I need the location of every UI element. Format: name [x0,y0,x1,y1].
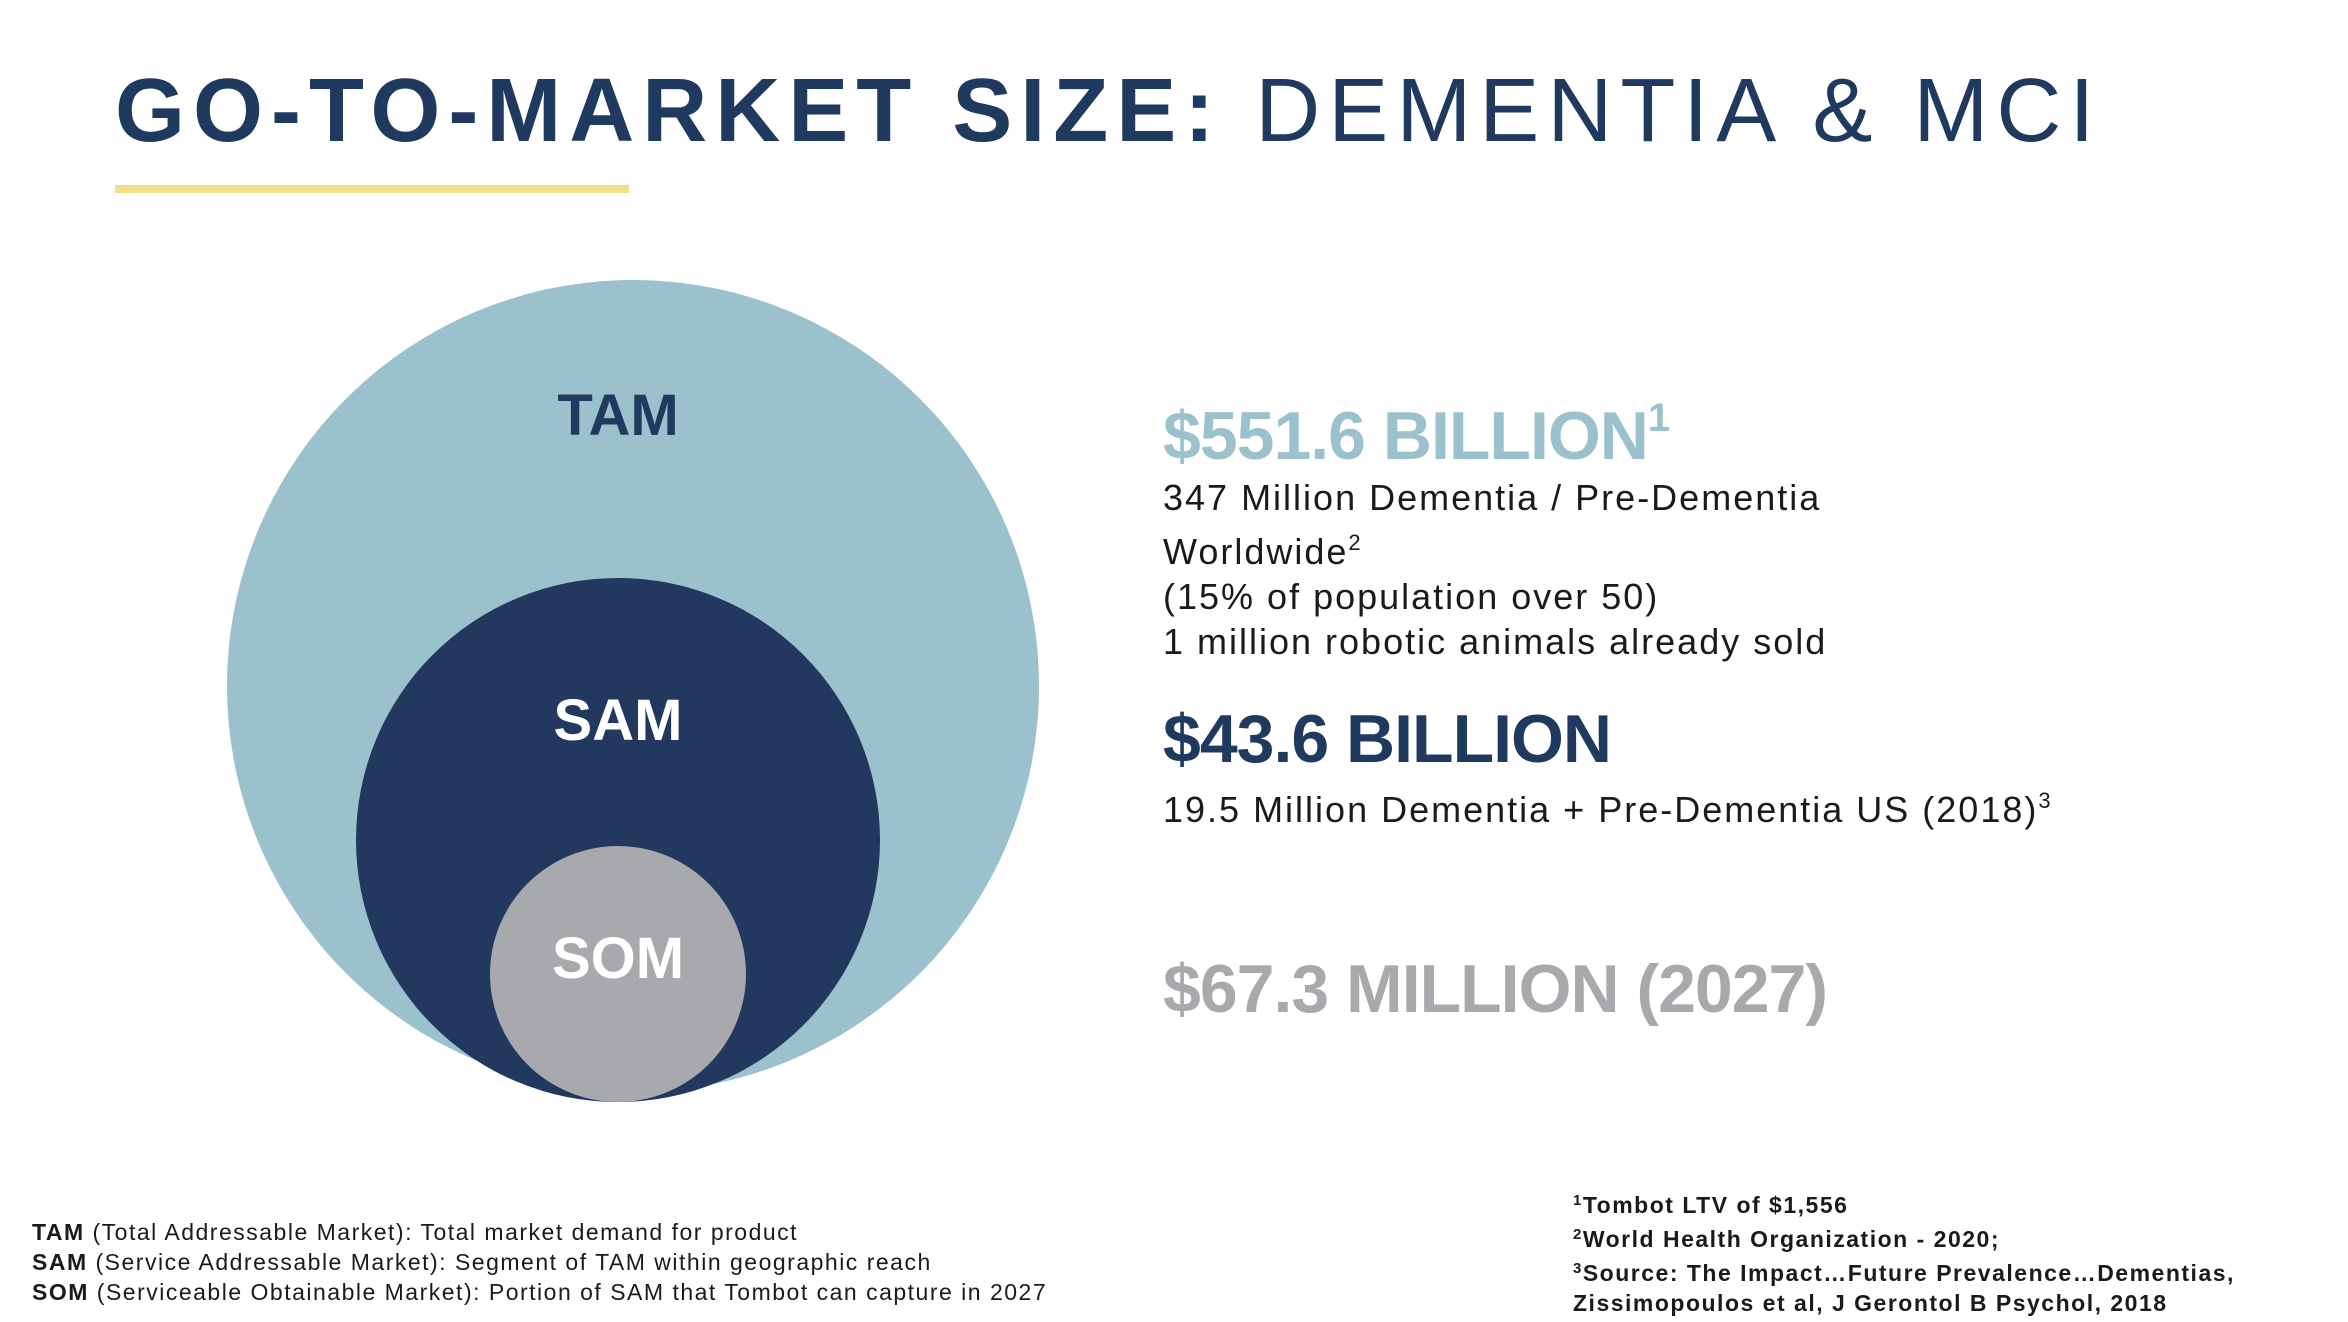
reference-2-text: World Health Organization - 2020; [1582,1226,2000,1252]
title-underline [115,185,629,193]
reference-2: 2World Health Organization - 2020; [1573,1220,2235,1254]
tam-label: TAM [557,383,678,448]
legend-sam-text: (Service Addressable Market): Segment of… [87,1249,932,1275]
sam-line-text: 19.5 Million Dementia + Pre-Dementia US … [1163,789,2039,831]
som-value: $67.3 MILLION (2027) [1163,951,1828,1028]
sam-circle [356,578,880,1102]
references: 1Tombot LTV of $1,556 2World Health Orga… [1573,1186,2235,1318]
market-size-diagram: TAM SAM SOM [225,278,1041,1104]
tam-value: $551.6 BILLION1 [1163,395,2323,475]
sam-value: $43.6 BILLION [1163,701,1612,778]
tam-line-2-text: Worldwide [1163,531,1349,573]
reference-1: 1Tombot LTV of $1,556 [1573,1186,2235,1220]
legend-tam: TAM (Total Addressable Market): Total ma… [32,1217,1047,1247]
tam-value-ref: 1 [1647,396,1670,440]
legend-sam-abbr: SAM [32,1249,88,1275]
title-bold: GO-TO-MARKET SIZE: [115,61,1223,161]
market-stats: $551.6 BILLION1 347 Million Dementia / P… [1163,395,2323,1029]
som-circle [490,846,746,1102]
legend-som-abbr: SOM [32,1279,89,1305]
reference-3-text: Source: The Impact…Future Prevalence…Dem… [1582,1260,2235,1286]
reference-1-num: 1 [1573,1192,1583,1209]
legend-sam: SAM (Service Addressable Market): Segmen… [32,1247,1047,1277]
legend-som-text: (Serviceable Obtainable Market): Portion… [88,1279,1048,1305]
reference-2-num: 2 [1573,1226,1583,1243]
tam-line-2-ref: 2 [1348,530,1363,556]
tam-line-3: (15% of population over 50) [1163,576,1660,618]
tam-value-text: $551.6 BILLION [1163,398,1649,474]
reference-1-text: Tombot LTV of $1,556 [1582,1192,1849,1218]
sam-description: 19.5 Million Dementia + Pre-Dementia US … [1163,778,2323,832]
sam-label: SAM [554,688,683,753]
sam-line-ref: 3 [2038,788,2053,814]
legend-som: SOM (Serviceable Obtainable Market): Por… [32,1277,1047,1307]
tam-line-2: Worldwide2 [1163,520,2323,574]
legend-tam-text: (Total Addressable Market): Total market… [84,1219,799,1245]
page-title: GO-TO-MARKET SIZE: DEMENTIA & MCI [115,62,2102,161]
title-light: DEMENTIA & MCI [1255,61,2103,161]
tam-description: 347 Million Dementia / Pre-Dementia Worl… [1163,475,2323,664]
legend-tam-abbr: TAM [32,1219,85,1245]
tam-line-4: 1 million robotic animals already sold [1163,621,1828,663]
reference-3: 3Source: The Impact…Future Prevalence…De… [1573,1254,2235,1288]
reference-3-continued: Zissimopoulos et al, J Gerontol B Psycho… [1573,1290,2168,1316]
legend: TAM (Total Addressable Market): Total ma… [32,1217,1047,1307]
reference-3-num: 3 [1573,1260,1583,1277]
tam-line-1: 347 Million Dementia / Pre-Dementia [1163,477,1822,519]
som-label: SOM [552,926,684,991]
